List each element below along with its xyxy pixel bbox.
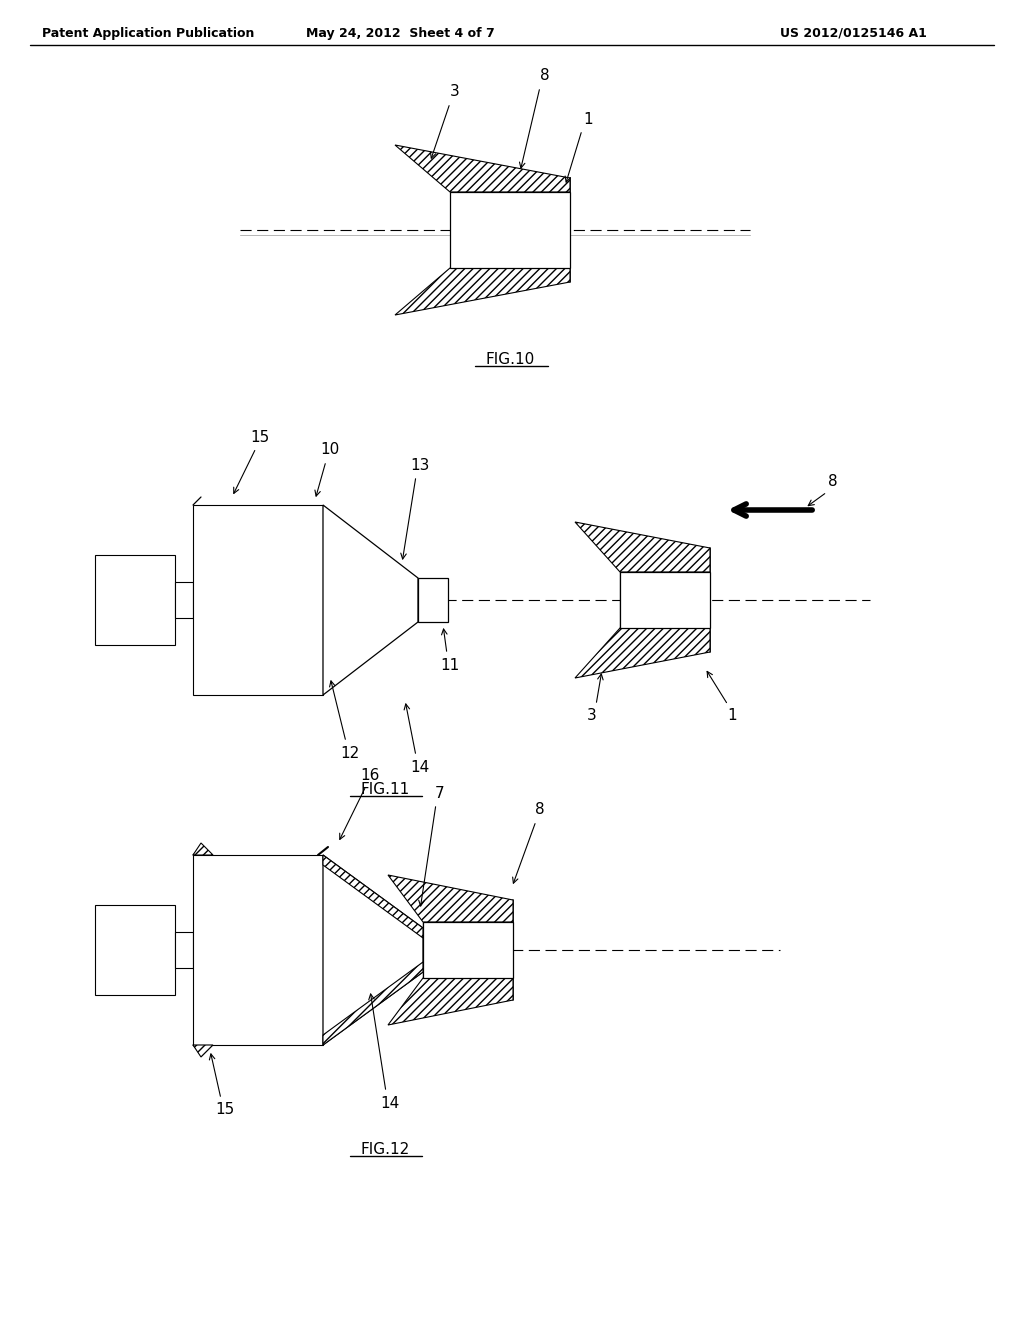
Text: 14: 14 bbox=[411, 759, 430, 775]
Polygon shape bbox=[193, 1045, 213, 1057]
Text: 8: 8 bbox=[541, 67, 550, 82]
Text: 3: 3 bbox=[587, 709, 597, 723]
Polygon shape bbox=[388, 875, 513, 921]
Bar bbox=[175, 582, 193, 618]
Text: 8: 8 bbox=[536, 803, 545, 817]
Text: FIG.12: FIG.12 bbox=[360, 1143, 410, 1158]
Text: 1: 1 bbox=[727, 709, 737, 723]
Text: FIG.10: FIG.10 bbox=[485, 352, 535, 367]
Text: 3: 3 bbox=[451, 84, 460, 99]
Polygon shape bbox=[388, 978, 513, 1026]
Text: US 2012/0125146 A1: US 2012/0125146 A1 bbox=[780, 26, 927, 40]
Polygon shape bbox=[193, 843, 213, 855]
Polygon shape bbox=[575, 628, 710, 678]
Text: 16: 16 bbox=[360, 767, 380, 783]
Text: 10: 10 bbox=[321, 442, 340, 458]
Polygon shape bbox=[575, 521, 710, 572]
Bar bbox=[450, 191, 570, 268]
Text: 7: 7 bbox=[435, 785, 444, 800]
Text: 8: 8 bbox=[828, 474, 838, 490]
Polygon shape bbox=[323, 855, 423, 939]
Text: 11: 11 bbox=[440, 657, 460, 672]
Polygon shape bbox=[395, 145, 570, 191]
Bar bbox=[418, 578, 449, 622]
Text: FIG.11: FIG.11 bbox=[360, 783, 410, 797]
Polygon shape bbox=[323, 962, 423, 1045]
Text: 15: 15 bbox=[251, 429, 269, 445]
Text: May 24, 2012  Sheet 4 of 7: May 24, 2012 Sheet 4 of 7 bbox=[305, 26, 495, 40]
Text: 13: 13 bbox=[411, 458, 430, 473]
Bar bbox=[95, 554, 175, 645]
Bar bbox=[95, 906, 175, 995]
Bar bbox=[193, 506, 323, 696]
Bar bbox=[175, 932, 193, 968]
Bar bbox=[193, 855, 323, 1045]
Text: Patent Application Publication: Patent Application Publication bbox=[42, 26, 254, 40]
Bar bbox=[620, 572, 710, 628]
Polygon shape bbox=[395, 268, 570, 315]
Text: 1: 1 bbox=[584, 112, 593, 128]
Polygon shape bbox=[323, 506, 418, 696]
Polygon shape bbox=[323, 855, 423, 1045]
Bar bbox=[423, 921, 513, 978]
Text: 12: 12 bbox=[340, 746, 359, 760]
Text: 14: 14 bbox=[380, 1096, 399, 1110]
Text: 15: 15 bbox=[215, 1102, 234, 1118]
